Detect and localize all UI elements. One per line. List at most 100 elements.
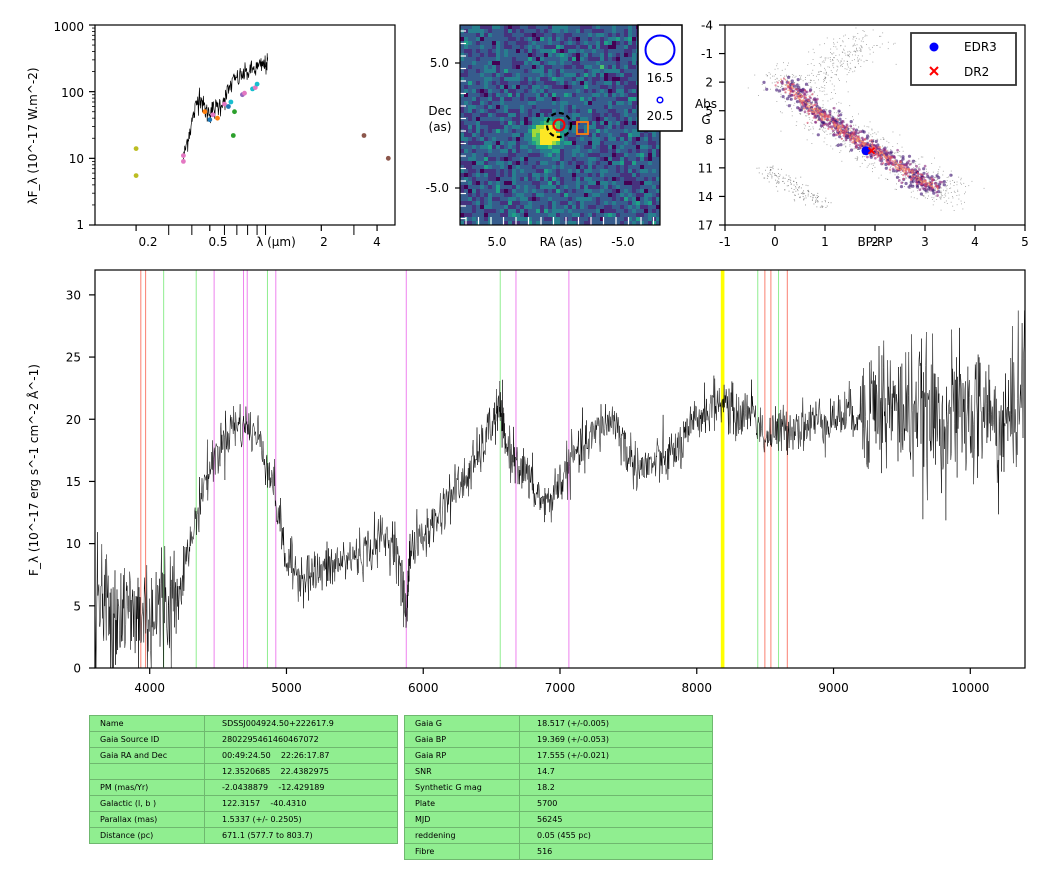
image-pixel [512,29,517,34]
image-pixel [492,149,497,154]
image-pixel [656,149,661,154]
image-pixel [612,65,617,70]
cmd-density [901,168,903,170]
image-pixel [568,65,573,70]
cmd-star [852,45,854,47]
image-pixel [484,37,489,42]
cmd-star [846,81,847,83]
image-pixel [572,65,577,70]
cmd-star [812,133,814,135]
image-pixel [468,41,473,46]
image-pixel [500,121,505,126]
image-pixel [616,73,621,78]
cmd-density [885,158,887,160]
image-pixel [616,25,621,30]
image-pixel [608,89,613,94]
image-pixel [580,37,585,42]
image-pixel [596,193,601,198]
image-pixel [524,53,529,58]
image-pixel [580,165,585,170]
image-pixel [584,57,589,62]
image-pixel [648,189,653,194]
cmd-density [849,136,852,139]
image-pixel [484,61,489,66]
cmd-star [827,100,829,102]
image-pixel [488,121,493,126]
image-pixel [532,85,537,90]
image-pixel [520,185,525,190]
cmd-star [793,82,795,84]
image-pixel [548,37,553,42]
image-pixel [576,109,581,114]
cmd-star [830,48,832,50]
image-pixel [576,41,581,46]
cmd-star [836,112,838,114]
image-pixel [608,153,613,158]
cmd-density [854,143,857,146]
image-pixel [468,37,473,42]
cmd-star [922,156,924,158]
cmd-star [847,91,849,93]
image-pixel [580,93,585,98]
cmd-star [942,183,944,184]
cmd-star [807,185,809,187]
cmd-star [913,197,915,199]
image-pixel [572,61,577,66]
image-pixel [608,213,613,218]
cmd-star [793,180,795,182]
image-pixel [544,85,549,90]
image-pixel [548,193,553,198]
image-pixel [568,61,573,66]
image-pixel [528,117,533,122]
image-pixel [652,197,657,202]
image-pixel [520,121,525,126]
cmd-density [862,143,865,146]
cmd-density [935,174,939,178]
image-pixel [552,53,557,58]
cmd-star [885,178,887,180]
cmd-star [832,65,834,67]
cmd-star [854,50,856,52]
cmd-density [870,139,873,142]
image-pixel [528,205,533,210]
cmd-star [940,187,941,189]
image-pixel [608,85,613,90]
image-pixel [540,185,545,190]
image-pixel [620,213,625,218]
cmd-star [784,98,786,100]
image-pixel [476,173,481,178]
cmd-density [926,175,930,179]
image-pixel [612,149,617,154]
image-pixel [508,97,513,102]
cmd-star [877,139,879,141]
image-pixel [600,185,605,190]
image-pixel [504,173,509,178]
image-pixel [532,205,537,210]
image-pixel [472,189,477,194]
image-pixel [568,97,573,102]
cmd-density [865,136,869,140]
image-pixel [460,177,465,182]
image-pixel [620,157,625,162]
image-pixel [520,149,525,154]
image-pixel [480,181,485,186]
cmd-density [875,150,879,153]
image-pixel [628,217,633,222]
image-pixel [528,213,533,218]
cmd-star [781,85,783,87]
image-pixel [464,201,469,206]
cmd-star [958,194,960,196]
cmd-star [824,94,826,96]
image-pixel [544,117,549,122]
image-pixel [472,217,477,222]
image-pixel [624,121,629,126]
cmd-density [902,174,905,177]
image-pixel [572,69,577,74]
image-pixel [552,165,557,170]
cmd-star [858,130,860,131]
cmd-density [834,117,837,120]
image-pixel [632,109,637,114]
cmd-density [874,139,878,143]
image-pixel [512,129,517,134]
image-pixel [544,101,549,106]
